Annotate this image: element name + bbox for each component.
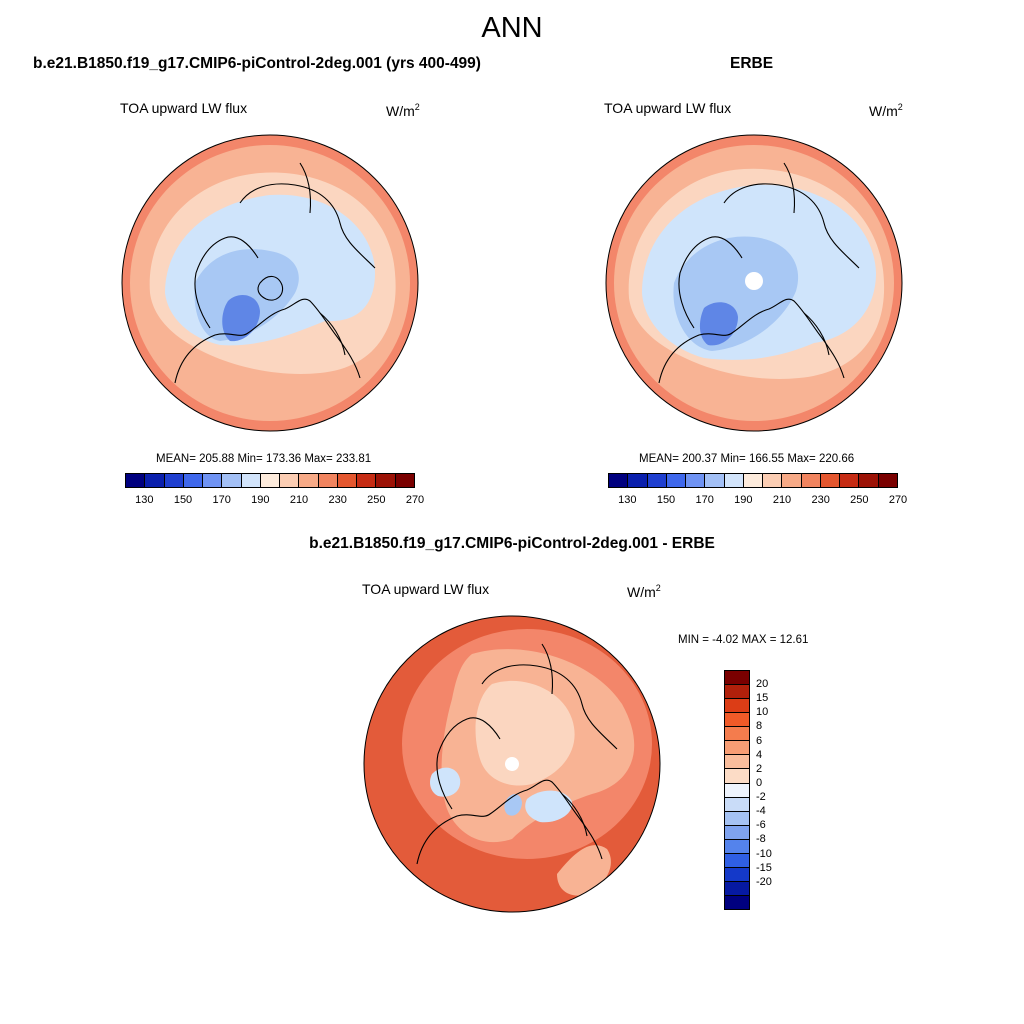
colorbar-tick-label: 130 xyxy=(135,494,154,506)
panel2-stats: MEAN= 200.37 Min= 166.55 Max= 220.66 xyxy=(639,453,855,465)
colorbar-swatch xyxy=(164,474,184,487)
colorbar-swatch xyxy=(724,474,744,487)
colorbar-tick-label: 210 xyxy=(772,494,792,506)
colorbar-tick-label: 190 xyxy=(734,494,753,506)
colorbar-tick-label: 270 xyxy=(405,494,425,506)
colorbar-tick-label: 210 xyxy=(289,494,309,506)
colorbar-tick-label: 250 xyxy=(367,494,386,506)
colorbar-swatch xyxy=(725,896,749,910)
panel2-variable-label: TOA upward LW flux xyxy=(604,100,732,116)
colorbar-swatch xyxy=(782,474,802,487)
colorbar-swatch xyxy=(725,783,749,798)
colorbar-swatch xyxy=(725,811,749,826)
colorbar-swatch xyxy=(357,474,377,487)
colorbar-swatch xyxy=(725,797,749,812)
panel1-polar-map xyxy=(121,134,419,432)
colorbar-swatch xyxy=(628,474,648,487)
colorbar-tick-label: 2 xyxy=(756,762,763,775)
colorbar-tick-label: 190 xyxy=(251,494,270,506)
colorbar-tick-label: -10 xyxy=(756,847,772,860)
colorbar-swatch xyxy=(299,474,319,487)
colorbar-tick-label: -15 xyxy=(756,861,772,874)
colorbar-swatch xyxy=(725,867,749,882)
colorbar-tick-label: -8 xyxy=(756,833,766,846)
colorbar-swatch xyxy=(666,474,687,487)
colorbar-tick-label: 230 xyxy=(811,494,830,506)
panel1-variable-label: TOA upward LW flux xyxy=(120,100,248,116)
colorbar-swatch xyxy=(376,474,396,487)
panel3-stats: MIN = -4.02 MAX = 12.61 xyxy=(678,634,809,646)
colorbar-swatch xyxy=(183,474,204,487)
colorbar-swatch xyxy=(763,474,783,487)
colorbar-swatch xyxy=(705,474,725,487)
colorbar-tick-label: -20 xyxy=(756,875,772,888)
panel3-variable-label: TOA upward LW flux xyxy=(362,581,490,597)
colorbar-swatch xyxy=(725,671,749,686)
colorbar-swatch xyxy=(878,474,897,487)
colorbar-swatch xyxy=(725,727,749,742)
colorbar-tick-label: 20 xyxy=(756,678,769,691)
colorbar-tick-label: 6 xyxy=(756,734,763,747)
colorbar-tick-label: -6 xyxy=(756,819,766,832)
colorbar-tick-label: 150 xyxy=(173,494,193,506)
colorbar-swatch xyxy=(840,474,860,487)
page-title: ANN xyxy=(481,12,543,44)
colorbar-tick-label: 15 xyxy=(756,692,769,705)
colorbar-swatch xyxy=(859,474,879,487)
colorbar-swatch xyxy=(647,474,667,487)
colorbar-tick-label: 150 xyxy=(656,494,676,506)
colorbar-swatch xyxy=(743,474,764,487)
colorbar-swatch xyxy=(725,685,749,700)
colorbar-swatch xyxy=(318,474,338,487)
colorbar-swatch xyxy=(126,474,146,487)
colorbar-swatch xyxy=(725,713,749,728)
colorbar-tick-label: 130 xyxy=(618,494,637,506)
colorbar-tick-label: 230 xyxy=(328,494,347,506)
colorbar-swatch xyxy=(725,881,749,896)
colorbar-swatch xyxy=(801,474,821,487)
colorbar-swatch xyxy=(609,474,629,487)
colorbar-tick-label: 8 xyxy=(756,720,763,733)
colorbar-swatch xyxy=(725,741,749,756)
colorbar-swatch xyxy=(280,474,300,487)
colorbar-tick-label: 4 xyxy=(756,748,763,761)
colorbar-swatch xyxy=(222,474,242,487)
panel3-units: W/m2 xyxy=(627,583,661,600)
panel1-colorbar xyxy=(125,473,415,488)
colorbar-tick-label: 10 xyxy=(756,706,769,719)
panel2-polar-map xyxy=(605,134,903,432)
colorbar-swatch xyxy=(686,474,706,487)
colorbar-swatch xyxy=(725,825,749,840)
colorbar-swatch xyxy=(725,853,749,868)
panel3-polar-map xyxy=(363,615,661,913)
colorbar-swatch xyxy=(725,839,749,854)
colorbar-tick-label: -2 xyxy=(756,791,766,804)
panel1-units: W/m2 xyxy=(386,102,420,119)
colorbar-tick-label: 250 xyxy=(850,494,869,506)
colorbar-tick-label: 170 xyxy=(212,494,231,506)
panel3-colorbar xyxy=(724,670,750,910)
panel2-units: W/m2 xyxy=(869,102,903,119)
colorbar-swatch xyxy=(395,474,414,487)
colorbar-swatch xyxy=(820,474,841,487)
colorbar-swatch xyxy=(725,769,749,784)
colorbar-tick-label: 270 xyxy=(888,494,908,506)
colorbar-tick-label: -4 xyxy=(756,805,766,818)
panel3-title: b.e21.B1850.f19_g17.CMIP6-piControl-2deg… xyxy=(309,535,715,552)
panel1-stats: MEAN= 205.88 Min= 173.36 Max= 233.81 xyxy=(156,453,372,465)
panel1-title: b.e21.B1850.f19_g17.CMIP6-piControl-2deg… xyxy=(33,55,481,72)
colorbar-swatch xyxy=(725,755,749,770)
panel2-title: ERBE xyxy=(730,55,774,72)
panel2-colorbar xyxy=(608,473,898,488)
colorbar-tick-label: 170 xyxy=(695,494,714,506)
colorbar-swatch xyxy=(725,699,749,714)
colorbar-swatch xyxy=(203,474,223,487)
colorbar-swatch xyxy=(145,474,165,487)
colorbar-swatch xyxy=(241,474,261,487)
colorbar-swatch xyxy=(337,474,358,487)
colorbar-tick-label: 0 xyxy=(756,776,763,789)
colorbar-swatch xyxy=(260,474,281,487)
